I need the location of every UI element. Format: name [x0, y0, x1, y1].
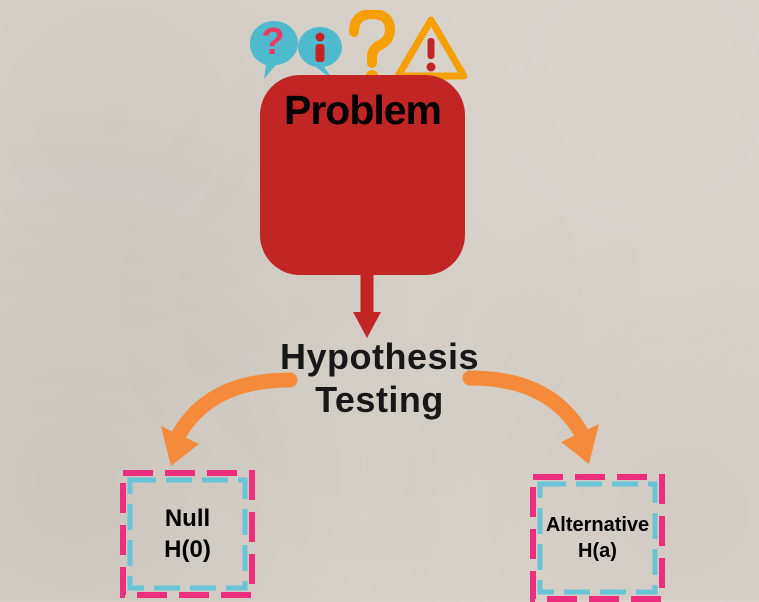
- center-line1: Hypothesis: [280, 336, 479, 377]
- alternative-hypothesis-box: Alternative H(a): [530, 474, 665, 602]
- svg-text:?: ?: [261, 21, 284, 63]
- center-title: Hypothesis Testing: [0, 335, 759, 421]
- problem-label: Problem: [284, 87, 441, 134]
- center-line2: Testing: [315, 379, 444, 420]
- down-arrow-icon: [349, 268, 385, 342]
- null-line2: H(0): [164, 534, 211, 565]
- null-hypothesis-box: Null H(0): [120, 470, 255, 598]
- alt-line2: H(a): [578, 538, 617, 564]
- curved-arrow-right-icon: [455, 368, 625, 488]
- problem-box: Problem: [260, 75, 465, 275]
- warning-triangle-icon: [392, 14, 470, 84]
- null-line1: Null: [165, 503, 210, 534]
- alt-line1: Alternative: [546, 512, 649, 538]
